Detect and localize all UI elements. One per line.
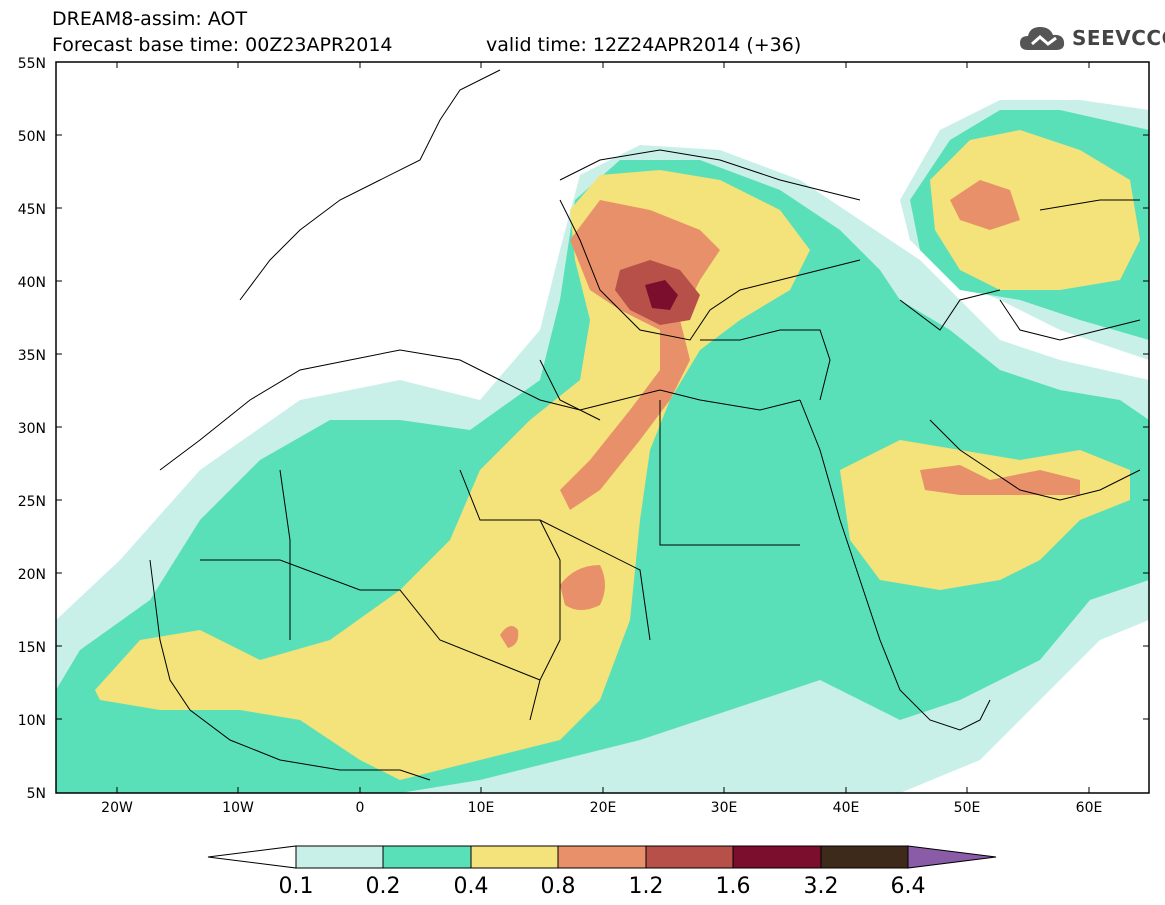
lon-label: 50E bbox=[954, 800, 981, 816]
lat-label: 10N bbox=[18, 713, 46, 729]
aot-level-0.8-blob-2 bbox=[500, 626, 519, 648]
latitude-axis: 55N 50N 45N 40N 35N 30N 25N 20N 15N 10N … bbox=[18, 56, 1149, 802]
lon-label: 60E bbox=[1076, 800, 1103, 816]
colorbar-max-arrow bbox=[907, 845, 997, 869]
lat-label: 35N bbox=[18, 348, 46, 364]
colorbar-label: 0.4 bbox=[454, 874, 489, 899]
lat-label: 55N bbox=[18, 56, 46, 72]
seevccc-logo: SEEVCCC bbox=[1018, 22, 1165, 56]
lon-label: 10W bbox=[222, 800, 254, 816]
map-title: DREAM8-assim: AOT bbox=[52, 8, 248, 30]
colorbar: 0.1 0.2 0.4 0.8 1.2 1.6 3.2 6.4 bbox=[207, 845, 997, 899]
colorbar-swatch bbox=[295, 845, 384, 869]
colorbar-label: 1.2 bbox=[629, 874, 664, 899]
lon-label: 0 bbox=[356, 800, 365, 816]
coastlines bbox=[149, 69, 1141, 781]
colorbar-swatch bbox=[382, 845, 472, 869]
lon-label: 10E bbox=[468, 800, 495, 816]
lat-label: 25N bbox=[18, 494, 46, 510]
lat-label: 20N bbox=[18, 567, 46, 583]
cloud-icon bbox=[1020, 27, 1065, 50]
lon-label: 40E bbox=[833, 800, 860, 816]
valid-time: valid time: 12Z24APR2014 (+36) bbox=[486, 34, 802, 56]
lon-label: 20E bbox=[590, 800, 617, 816]
logo-text: SEEVCCC bbox=[1072, 26, 1165, 50]
colorbar-swatch bbox=[732, 845, 822, 869]
lat-label: 50N bbox=[18, 129, 46, 145]
aot-level-0.8-blob-ne bbox=[950, 180, 1020, 230]
aot-level-0.4-region-ne bbox=[930, 130, 1140, 290]
colorbar-swatch bbox=[645, 845, 734, 869]
colorbar-label: 6.4 bbox=[891, 874, 926, 899]
lat-label: 5N bbox=[27, 786, 46, 802]
aot-level-0.8-blob-1 bbox=[560, 565, 605, 610]
longitude-axis: 20W 10W 0 10E 20E 30E 40E 50E 60E bbox=[101, 62, 1102, 816]
lon-label: 20W bbox=[101, 800, 133, 816]
colorbar-min-arrow bbox=[207, 845, 297, 869]
aot-level-0.4-region bbox=[95, 170, 810, 780]
lon-label: 30E bbox=[711, 800, 738, 816]
colorbar-label: 0.2 bbox=[366, 874, 401, 899]
aot-level-0.8-blob-3 bbox=[920, 465, 1080, 495]
colorbar-swatch bbox=[557, 845, 647, 869]
lat-label: 15N bbox=[18, 640, 46, 656]
colorbar-swatch bbox=[470, 845, 559, 869]
forecast-base-time: Forecast base time: 00Z23APR2014 bbox=[52, 34, 393, 56]
lat-label: 45N bbox=[18, 202, 46, 218]
aot-contours bbox=[56, 100, 1149, 793]
colorbar-label: 3.2 bbox=[804, 874, 839, 899]
colorbar-swatch bbox=[820, 845, 909, 869]
colorbar-label: 1.6 bbox=[716, 874, 751, 899]
colorbar-label: 0.1 bbox=[279, 874, 314, 899]
lat-label: 30N bbox=[18, 421, 46, 437]
colorbar-label: 0.8 bbox=[541, 874, 576, 899]
lat-label: 40N bbox=[18, 275, 46, 291]
aot-level-1.6-region bbox=[645, 280, 678, 310]
